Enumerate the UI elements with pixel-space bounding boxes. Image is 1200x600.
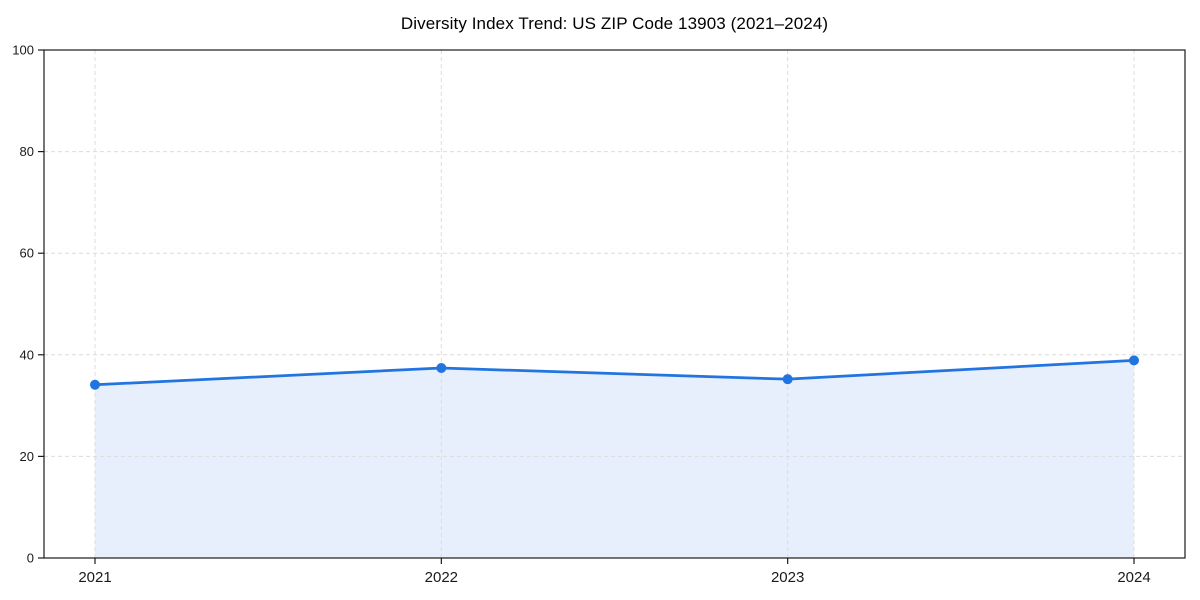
trend-line [93,359,1136,387]
y-tick-label: 60 [20,246,34,261]
chart-title: Diversity Index Trend: US ZIP Code 13903… [400,14,829,33]
x-tick-label: 2024 [1117,569,1150,586]
y-tick-label: 0 [27,551,34,566]
x-tick-label: 2022 [425,569,458,586]
y-tick-label: 80 [20,144,34,159]
plot-border [43,49,1186,559]
y-tick-label: 100 [12,43,34,58]
data-point-2021 [90,379,100,390]
x-tick-label: 2021 [78,569,111,586]
area-fill [95,360,1134,558]
y-tick-label: 40 [20,347,34,362]
x-tick-label: 2023 [771,569,804,586]
y-tick-label: 20 [20,449,34,464]
data-point-2024 [1129,355,1139,366]
data-point-2023 [782,374,793,385]
data-point-2022 [436,363,447,374]
